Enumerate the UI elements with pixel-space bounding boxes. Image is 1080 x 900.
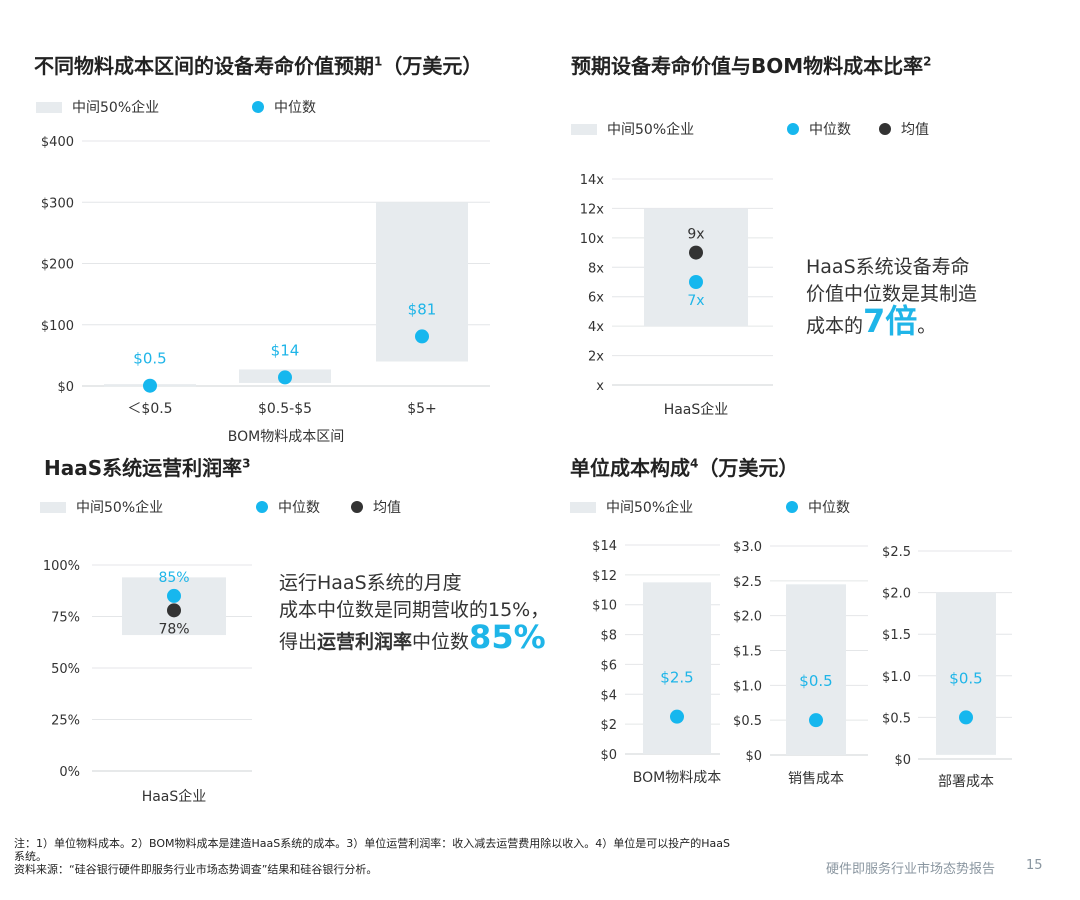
chart4-sub1-median-point — [670, 709, 684, 724]
chart4-sub3-median-point — [959, 710, 973, 725]
chart2-legend-mean: 均值 — [879, 119, 929, 139]
chart4-sub2-y-tick-label: $3.0 — [733, 540, 762, 555]
chart4-sub2-category-label: 销售成本 — [788, 771, 844, 787]
chart4-sub1-y-tick-label: $0 — [600, 748, 617, 763]
chart4-sub2-median-point — [809, 713, 823, 728]
chart4-sub2-y-tick-label: $0.5 — [733, 714, 762, 729]
chart2-legend-median: 中位数 — [787, 119, 851, 139]
chart1-y-tick-label: $0 — [57, 380, 74, 395]
chart2-y-tick-label: 10x — [580, 232, 605, 247]
chart3-legend-band: 中间50%企业 — [40, 497, 163, 517]
chart1-y-tick-label: $100 — [41, 319, 74, 334]
chart3-y-tick-label: 75% — [51, 611, 80, 626]
chart4-sub2-y-tick-label: $0 — [745, 749, 762, 764]
chart1-x-axis-label: BOM物料成本区间 — [228, 429, 344, 445]
chart3-y-tick-label: 100% — [43, 559, 80, 574]
chart4-legend-band: 中间50%企业 — [570, 497, 693, 517]
chart2-title: 预期设备寿命价值与BOM物料成本比率2 — [571, 54, 932, 78]
chart4-sub3-category-label: 部署成本 — [938, 774, 994, 790]
chart1-median-label: $81 — [408, 300, 437, 318]
chart1-median-point — [415, 329, 429, 344]
chart4-sub2-band — [786, 584, 846, 755]
chart2-y-tick-label: 14x — [580, 173, 605, 188]
chart4-sub3-band — [936, 592, 996, 755]
chart3-title: HaaS系统运营利润率3 — [44, 456, 251, 480]
chart2-y-tick-label: 4x — [588, 320, 604, 335]
chart1-median-label: $0.5 — [133, 350, 166, 368]
chart1-median-point — [143, 378, 157, 393]
chart4-sub3-median-label: $0.5 — [949, 669, 982, 687]
chart2-median-label: 7x — [687, 293, 704, 309]
chart3-y-tick-label: 25% — [51, 714, 80, 729]
chart4-sub1-y-tick-label: $6 — [600, 658, 617, 673]
chart4-sub3-y-tick-label: $2.5 — [882, 545, 911, 560]
chart3-legend-median: 中位数 — [256, 497, 320, 517]
chart2-category-label: HaaS企业 — [664, 401, 729, 418]
chart4-sub3-y-tick-label: $0.5 — [882, 711, 911, 726]
chart1-median-label: $14 — [271, 341, 300, 359]
chart1-median-point — [278, 370, 292, 385]
chart4-sub2-y-tick-label: $1.0 — [733, 679, 762, 694]
chart1-title: 不同物料成本区间的设备寿命价值预期1（万美元） — [34, 54, 483, 78]
chart4-sub1-y-tick-label: $14 — [592, 539, 617, 554]
chart4-title: 单位成本构成4（万美元） — [570, 456, 799, 480]
chart4-sub2-y-tick-label: $1.5 — [733, 645, 762, 660]
chart3-y-tick-label: 50% — [51, 662, 80, 677]
chart4-sub3-y-tick-label: $2.0 — [882, 587, 911, 602]
chart2-y-tick-label: 8x — [588, 261, 604, 276]
chart4-sub3-y-tick-label: $1.0 — [882, 670, 911, 685]
chart2-y-tick-label: 12x — [580, 202, 605, 217]
chart4-sub1-median-label: $2.5 — [660, 669, 693, 687]
chart2-y-tick-label: 6x — [588, 291, 604, 306]
chart2-y-tick-label: 2x — [588, 350, 604, 365]
chart1-category-label: $0.5-$5 — [258, 401, 312, 417]
chart1-category-label: $5+ — [407, 401, 437, 417]
chart4-sub1-y-tick-label: $2 — [600, 718, 617, 733]
chart3-y-tick-label: 0% — [59, 765, 80, 780]
chart4-sub2-y-tick-label: $2.5 — [733, 575, 762, 590]
chart3-mean-point — [167, 603, 181, 618]
chart1-legend-median: 中位数 — [252, 97, 316, 117]
chart4-sub1-band — [643, 582, 711, 754]
chart1-y-tick-label: $200 — [41, 258, 74, 273]
chart1-y-tick-label: $400 — [41, 135, 74, 150]
chart2-legend-band: 中间50%企业 — [571, 119, 694, 139]
chart3-median-label: 85% — [158, 570, 189, 586]
report-name: 硬件即服务行业市场态势报告 — [826, 862, 996, 877]
chart4-sub1-category-label: BOM物料成本 — [633, 770, 721, 786]
chart3-category-label: HaaS企业 — [142, 788, 207, 805]
chart1-legend-band: 中间50%企业 — [36, 97, 159, 117]
chart4-sub1-y-tick-label: $12 — [592, 569, 617, 584]
chart4-sub3-y-tick-label: $1.5 — [882, 628, 911, 643]
page-number: 15 — [1026, 858, 1043, 873]
chart2-callout: HaaS系统设备寿命 价值中位数是其制造 成本的7倍。 — [806, 256, 978, 340]
chart4-legend-median: 中位数 — [786, 497, 850, 517]
chart4-sub2-y-tick-label: $2.0 — [733, 610, 762, 625]
chart3-legend-mean: 均值 — [351, 497, 401, 517]
chart4-sub1-y-tick-label: $8 — [600, 629, 617, 644]
chart2-median-point — [689, 275, 703, 289]
chart2-y-tick-label: x — [596, 379, 604, 394]
chart3-median-point — [167, 588, 181, 603]
chart4-sub3-y-tick-label: $0 — [894, 753, 911, 768]
chart4-sub1-y-tick-label: $4 — [600, 688, 617, 703]
chart2-band — [644, 208, 748, 327]
chart4-sub2-median-label: $0.5 — [799, 672, 832, 690]
chart2-mean-point — [689, 245, 703, 260]
footnote: 注：1）单位物料成本。2）BOM物料成本是建造HaaS系统的成本。3）单位运营利… — [14, 837, 730, 876]
chart4-sub1-y-tick-label: $10 — [592, 599, 617, 614]
chart3-mean-label: 78% — [158, 621, 189, 637]
chart1-category-label: ＜$0.5 — [127, 401, 172, 417]
chart1-y-tick-label: $300 — [41, 196, 74, 211]
chart2-mean-label: 9x — [687, 227, 704, 243]
chart3-callout: 运行HaaS系统的月度 成本中位数是同期营收的15%， 得出运营利润率中位数85… — [279, 572, 550, 656]
